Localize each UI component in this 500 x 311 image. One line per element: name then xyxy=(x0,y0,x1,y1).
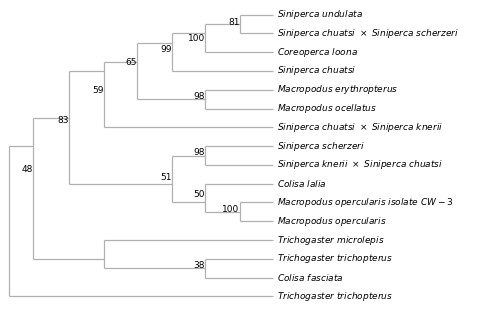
Text: 59: 59 xyxy=(92,86,104,95)
Text: $\it{Siniperca\ scherzeri}$: $\it{Siniperca\ scherzeri}$ xyxy=(278,140,365,153)
Text: $\it{Siniperca\ knerii}\ \times\ \it{Siniperca\ chuatsi}$: $\it{Siniperca\ knerii}\ \times\ \it{Sin… xyxy=(278,158,444,171)
Text: $\it{Macropodus\ erythropterus}$: $\it{Macropodus\ erythropterus}$ xyxy=(278,83,398,96)
Text: 98: 98 xyxy=(193,92,204,101)
Text: 65: 65 xyxy=(126,58,137,67)
Text: 99: 99 xyxy=(160,45,172,54)
Text: $\it{Siniperca\ undulata}$: $\it{Siniperca\ undulata}$ xyxy=(278,8,364,21)
Text: 100: 100 xyxy=(222,205,240,214)
Text: $\it{Macropodus\ ocellatus}$: $\it{Macropodus\ ocellatus}$ xyxy=(278,102,377,115)
Text: $\it{Trichogaster\ microlepis}$: $\it{Trichogaster\ microlepis}$ xyxy=(278,234,385,247)
Text: $\it{Siniperca\ chuatsi}$: $\it{Siniperca\ chuatsi}$ xyxy=(278,64,356,77)
Text: $\it{Colisa\ lalia}$: $\it{Colisa\ lalia}$ xyxy=(278,178,327,189)
Text: 51: 51 xyxy=(160,173,172,182)
Text: 100: 100 xyxy=(188,34,204,43)
Text: $\it{Macropodus\ opercularis\ isolate\ CW-3}$: $\it{Macropodus\ opercularis\ isolate\ C… xyxy=(278,196,454,209)
Text: 81: 81 xyxy=(228,18,239,27)
Text: 48: 48 xyxy=(21,165,32,174)
Text: $\it{Macropodus\ opercularis}$: $\it{Macropodus\ opercularis}$ xyxy=(278,215,387,228)
Text: 83: 83 xyxy=(58,116,69,125)
Text: $\it{Colisa\ fasciata}$: $\it{Colisa\ fasciata}$ xyxy=(278,272,344,283)
Text: $\it{Coreoperca\ loona}$: $\it{Coreoperca\ loona}$ xyxy=(278,46,358,59)
Text: $\it{Siniperca\ chuatsi}\ \times\ \it{Siniperca\ scherzeri}$: $\it{Siniperca\ chuatsi}\ \times\ \it{Si… xyxy=(278,27,460,40)
Text: $\it{Siniperca\ chuatsi}\ \times\ \it{Siniperca\ knerii}$: $\it{Siniperca\ chuatsi}\ \times\ \it{Si… xyxy=(278,121,444,134)
Text: $\it{Trichogaster\ trichopterus}$: $\it{Trichogaster\ trichopterus}$ xyxy=(278,290,394,303)
Text: 50: 50 xyxy=(193,189,204,198)
Text: 98: 98 xyxy=(193,148,204,157)
Text: 38: 38 xyxy=(193,261,204,270)
Text: $\it{Trichogaster\ trichopterus}$: $\it{Trichogaster\ trichopterus}$ xyxy=(278,252,394,265)
